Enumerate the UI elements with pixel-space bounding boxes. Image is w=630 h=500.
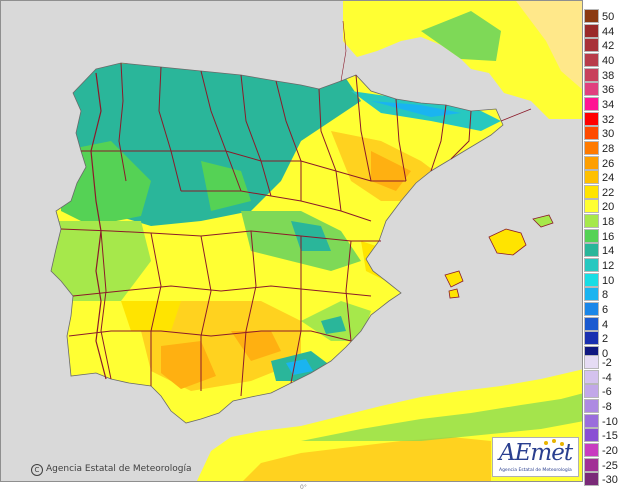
legend-swatch — [584, 369, 599, 384]
legend-label: 20 — [602, 201, 615, 214]
legend-swatch — [584, 472, 599, 487]
legend-swatch — [584, 184, 599, 199]
copyright-icon: C — [31, 464, 43, 476]
legend-swatch — [584, 214, 599, 229]
legend-swatch — [584, 9, 599, 23]
legend-label: 28 — [602, 142, 615, 155]
legend-label: 4 — [602, 318, 609, 331]
legend-swatch — [584, 126, 599, 141]
logo-subtitle: Agencia Estatal de Meteorología — [499, 468, 572, 473]
legend-swatch — [584, 23, 599, 38]
menorca-island — [532, 214, 554, 228]
legend-swatch — [584, 384, 599, 399]
legend-swatch — [584, 199, 599, 214]
legend-swatch — [584, 302, 599, 316]
legend-swatch — [584, 140, 599, 155]
aemet-logo: AEmet Agencia Estatal de Meteorología — [492, 437, 579, 477]
logo-dot-icon — [560, 442, 564, 446]
legend-label: 10 — [602, 274, 615, 287]
france-cool-area — [421, 11, 501, 61]
mallorca-island — [488, 228, 527, 256]
copyright-notice: C Agencia Estatal de Meteorología — [31, 464, 192, 476]
legend-label: 30 — [602, 128, 615, 141]
legend-label: -2 — [602, 357, 612, 369]
legend-label: 0 — [602, 347, 609, 360]
legend-label: -10 — [602, 415, 618, 428]
legend-swatch — [584, 398, 599, 413]
formentera-island — [448, 288, 460, 299]
portugal-border — [90, 72, 107, 380]
copyright-text: Agencia Estatal de Meteorología — [46, 464, 192, 474]
legend-swatch — [584, 96, 599, 111]
logo-dot-icon — [552, 439, 556, 443]
color-legend: 50 44 42 40 38 36 34 32 30 28 26 24 22 20 18 16 14 12 10 8 6… — [584, 9, 630, 487]
legend-swatch — [584, 170, 599, 185]
legend-label: 34 — [602, 98, 615, 111]
legend-swatch — [584, 331, 599, 346]
africa-mild-area — [301, 393, 582, 441]
legend-swatch — [584, 316, 599, 331]
legend-swatch — [584, 82, 599, 97]
france-warm-area — [516, 1, 582, 90]
legend-label: -15 — [602, 430, 618, 443]
legend-label: 42 — [602, 40, 615, 53]
legend-label: -20 — [602, 444, 618, 457]
legend-label: 22 — [602, 186, 615, 199]
legend-swatch — [584, 272, 599, 287]
logo-dot-icon — [544, 441, 548, 445]
legend-swatch — [584, 67, 599, 82]
legend-label: 38 — [602, 69, 615, 82]
legend-swatch — [584, 287, 599, 302]
legend-label: 36 — [602, 84, 615, 97]
iberia-coastline — [50, 62, 504, 424]
legend-swatch — [584, 111, 599, 126]
legend-label: -4 — [602, 371, 612, 384]
legend-label: -30 — [602, 474, 618, 487]
map-canvas — [50, 1, 582, 481]
legend-label: 12 — [602, 260, 615, 273]
legend-label: 6 — [602, 304, 609, 316]
legend-label: -8 — [602, 400, 612, 413]
legend-label: 18 — [602, 216, 615, 229]
legend-swatch — [584, 155, 599, 170]
legend-label: 50 — [602, 11, 615, 23]
legend-label: -25 — [602, 459, 618, 472]
legend-swatch — [584, 428, 599, 443]
france-region — [343, 1, 582, 119]
legend-swatch — [584, 52, 599, 67]
legend-label: 26 — [602, 157, 615, 170]
ibiza-island — [444, 270, 464, 288]
legend-label: -6 — [602, 386, 612, 399]
legend-swatch — [584, 413, 599, 428]
legend-label: 14 — [602, 245, 615, 258]
legend-swatch — [584, 457, 599, 472]
legend-swatch — [584, 243, 599, 258]
legend-swatch — [584, 355, 599, 369]
legend-label: 16 — [602, 230, 615, 243]
legend-label: 32 — [602, 113, 615, 126]
legend-swatch — [584, 258, 599, 273]
legend-label: 24 — [602, 172, 615, 185]
legend-label: 44 — [602, 25, 615, 38]
province-borders — [60, 20, 532, 397]
legend-swatch — [584, 38, 599, 53]
longitude-label: 0° — [300, 484, 307, 491]
legend-label: 8 — [602, 289, 609, 302]
legend-label: 40 — [602, 54, 615, 67]
legend-label: 2 — [602, 333, 609, 346]
africa-warm-area — [243, 437, 491, 481]
legend-swatch — [584, 442, 599, 457]
temperature-map: C Agencia Estatal de Meteorología AEmet A… — [0, 0, 583, 482]
legend-swatch — [584, 228, 599, 243]
